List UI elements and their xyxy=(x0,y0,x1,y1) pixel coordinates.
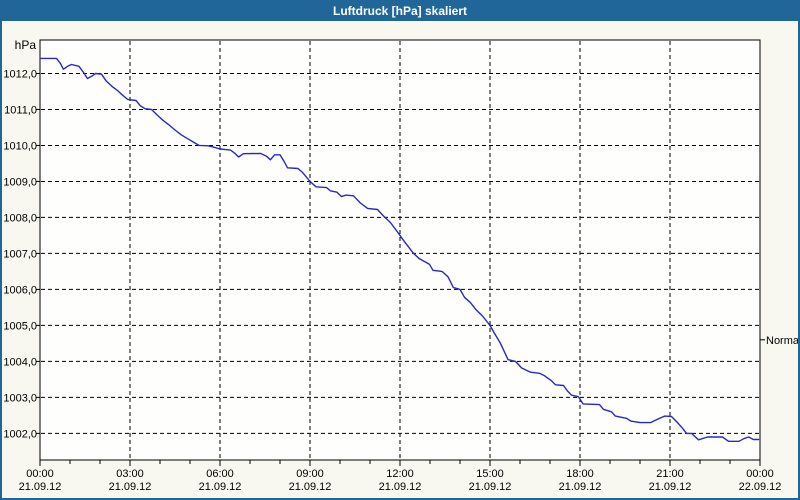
x-tick-date-label: 21.09.12 xyxy=(289,481,332,493)
pressure-line xyxy=(39,57,760,442)
x-tick-time-label: 09:00 xyxy=(296,468,324,480)
x-tick-time-label: 00:00 xyxy=(746,468,774,480)
x-tick-date-label: 21.09.12 xyxy=(469,481,512,493)
x-tick-time-label: 21:00 xyxy=(656,468,684,480)
chart-area: 1012,0 1011,0 1010,0 1009,0 1008,0 1007,0 1006… xyxy=(2,21,798,498)
window-title: Luftdruck [hPa] skaliert xyxy=(332,4,468,18)
y-tick-label: 1011,0 xyxy=(4,104,37,116)
y-axis-unit-label: hPa xyxy=(15,38,37,52)
x-tick-time-label: 00:00 xyxy=(26,468,54,480)
pressure-chart: 1012,0 1011,0 1010,0 1009,0 1008,0 1007,0 1006… xyxy=(3,38,798,493)
normal-annotation-label: Normal xyxy=(766,335,798,347)
window-titlebar[interactable]: Luftdruck [hPa] skaliert xyxy=(2,2,798,21)
x-tick-date-label: 22.09.12 xyxy=(739,481,782,493)
x-tick-time-label: 12:00 xyxy=(386,468,414,480)
x-tick-time-label: 15:00 xyxy=(476,468,504,480)
y-tick-label: 1004,0 xyxy=(3,356,37,368)
x-tick-date-label: 21.09.12 xyxy=(379,481,422,493)
y-tick-label: 1010,0 xyxy=(3,140,37,152)
x-tick-time-label: 18:00 xyxy=(566,468,594,480)
x-tick-time-label: 06:00 xyxy=(206,468,234,480)
x-tick-date-label: 21.09.12 xyxy=(19,481,62,493)
x-tick-date-label: 21.09.12 xyxy=(199,481,242,493)
y-tick-label: 1003,0 xyxy=(3,392,37,404)
y-tick-label: 1005,0 xyxy=(3,320,37,332)
x-tick-date-label: 21.09.12 xyxy=(649,481,692,493)
y-tick-label: 1006,0 xyxy=(3,284,37,296)
plot-border xyxy=(39,39,761,461)
y-tick-label: 1002,0 xyxy=(3,428,37,440)
plot-background xyxy=(40,40,760,460)
x-tick-date-label: 21.09.12 xyxy=(109,481,152,493)
y-tick-label: 1012,0 xyxy=(3,68,37,80)
y-tick-label: 1009,0 xyxy=(3,176,37,188)
y-tick-label: 1007,0 xyxy=(3,248,37,260)
y-tick-label: 1008,0 xyxy=(3,212,37,224)
x-tick-date-label: 21.09.12 xyxy=(559,481,602,493)
x-tick-time-label: 03:00 xyxy=(116,468,144,480)
